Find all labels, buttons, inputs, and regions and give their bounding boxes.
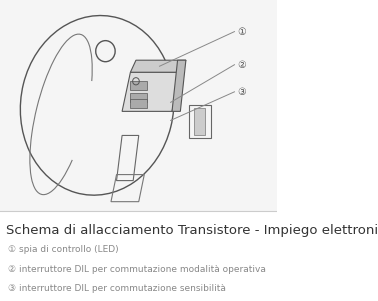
Polygon shape	[130, 60, 186, 72]
Polygon shape	[122, 72, 180, 111]
Polygon shape	[172, 60, 186, 111]
Bar	[130, 81, 147, 90]
Bar	[130, 99, 147, 108]
Text: ① spia di controllo (LED): ① spia di controllo (LED)	[8, 245, 119, 254]
Text: Schema di allacciamento Transistore - Impiego elettronico: Schema di allacciamento Transistore - Im…	[6, 224, 378, 237]
Polygon shape	[194, 108, 205, 135]
Text: ①: ①	[237, 26, 246, 37]
Bar	[130, 93, 147, 102]
Text: ②: ②	[237, 60, 246, 70]
FancyBboxPatch shape	[0, 0, 277, 211]
Text: ③ interruttore DIL per commutazione sensibilità: ③ interruttore DIL per commutazione sens…	[8, 284, 226, 293]
Text: ② interruttore DIL per commutazione modalità operativa: ② interruttore DIL per commutazione moda…	[8, 265, 266, 274]
Text: ③: ③	[237, 87, 246, 97]
